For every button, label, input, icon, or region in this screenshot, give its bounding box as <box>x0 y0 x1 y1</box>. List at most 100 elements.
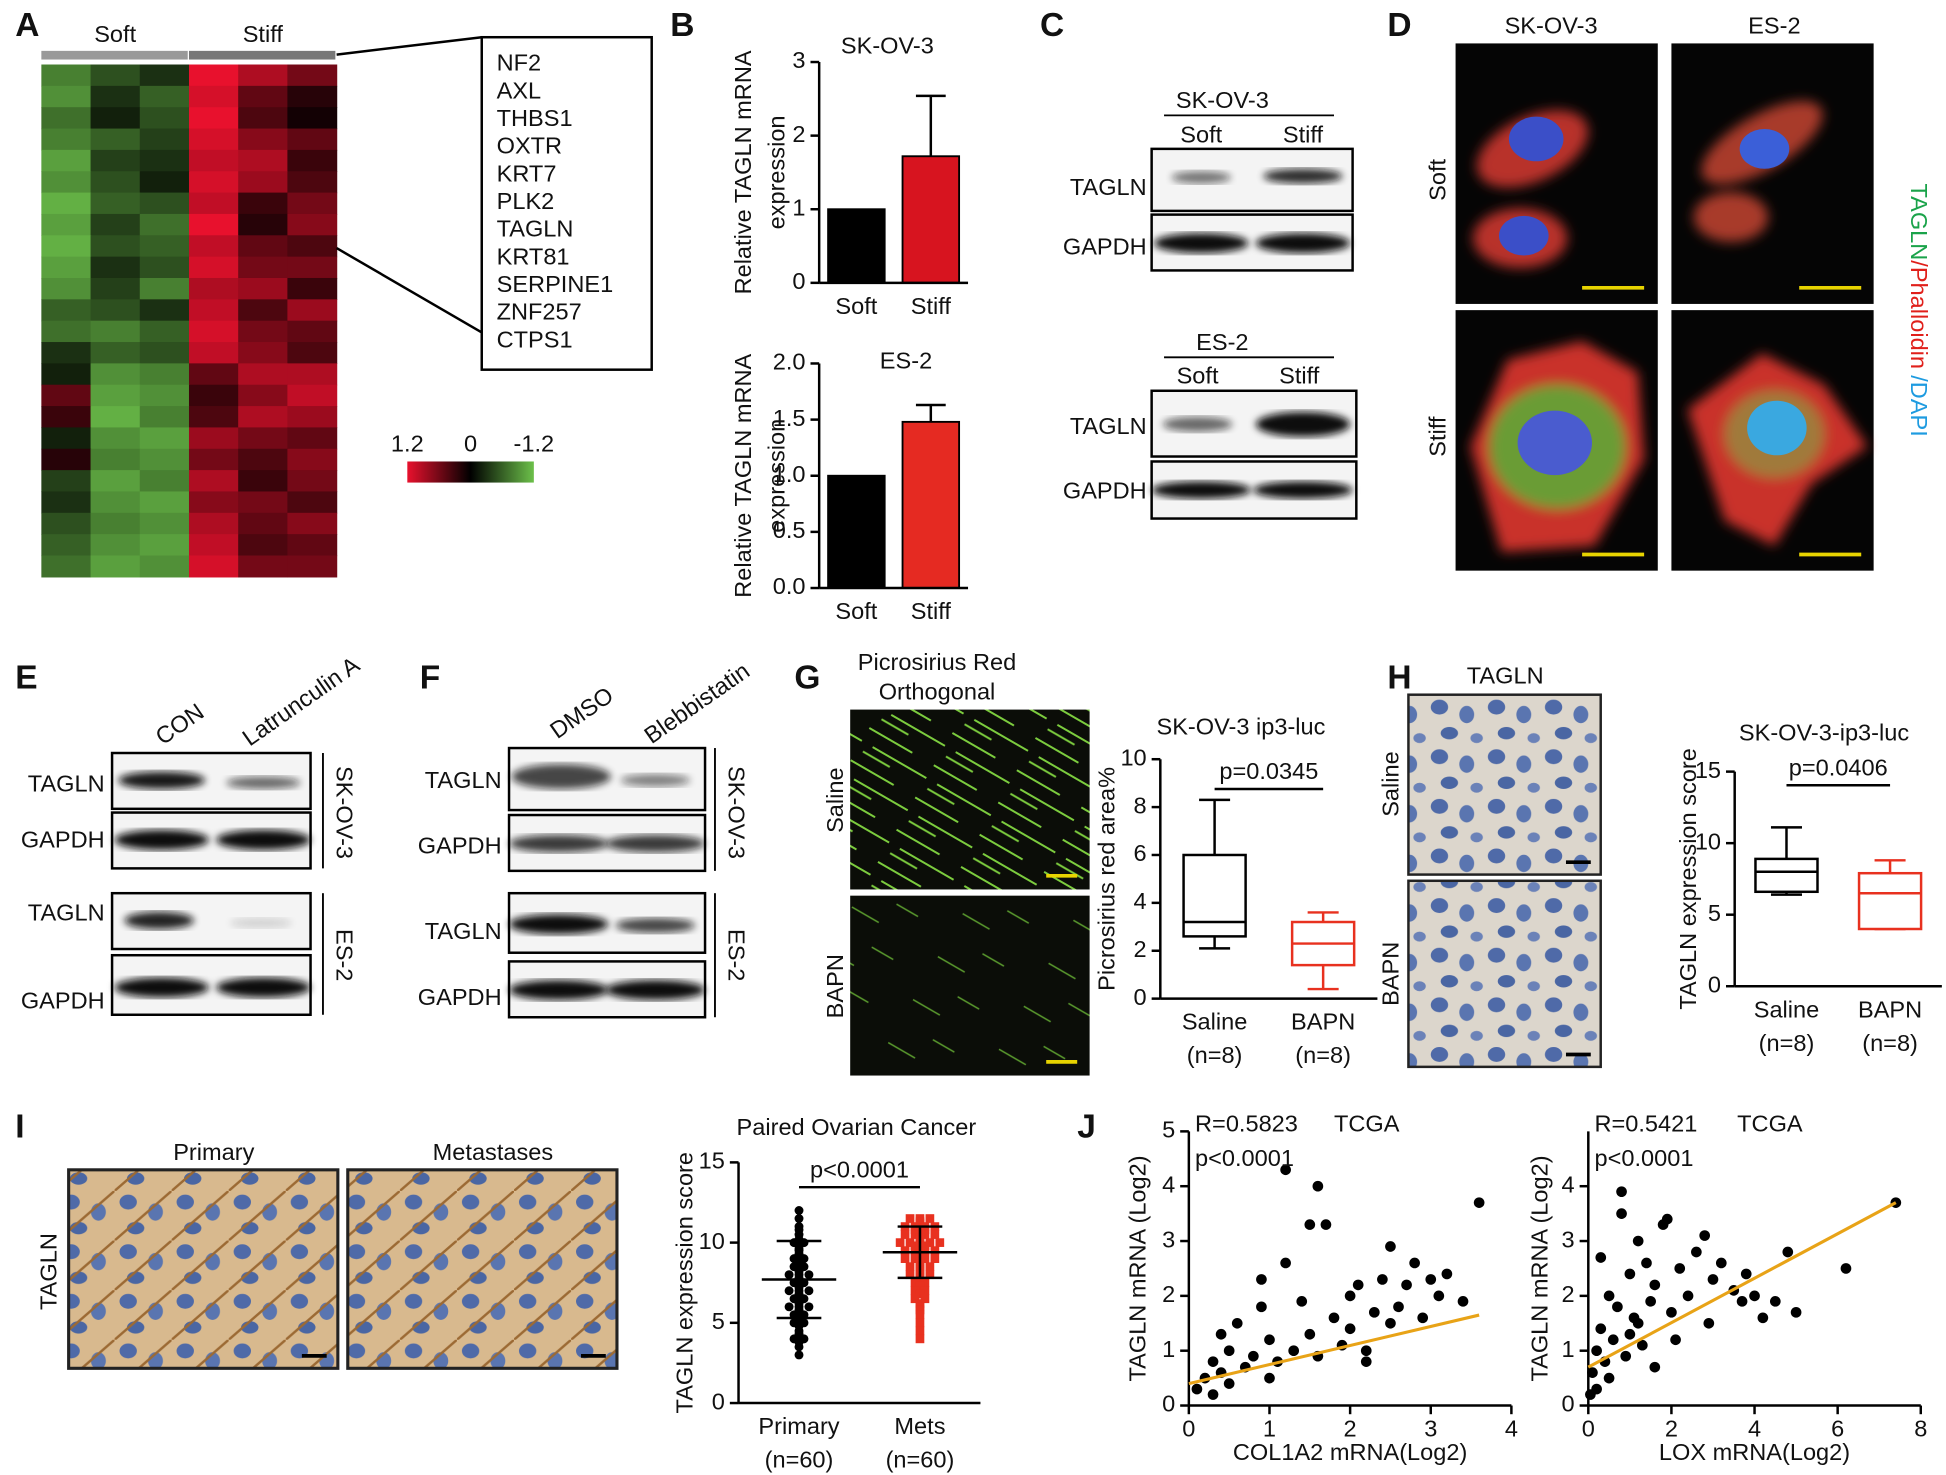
point <box>794 1214 804 1224</box>
micrograph <box>850 709 1090 890</box>
heatmap-cell <box>90 342 141 364</box>
point <box>784 1270 794 1280</box>
point <box>925 1262 935 1272</box>
heatmap-cell <box>41 384 92 407</box>
heatmap-cell <box>188 406 239 429</box>
heatmap-cell <box>287 277 338 300</box>
y-tick-label: 10 <box>1695 828 1721 854</box>
heatmap-cell <box>139 149 190 172</box>
band <box>605 834 706 853</box>
heatmap-cell <box>287 149 338 172</box>
point <box>784 1286 794 1296</box>
point <box>1352 1279 1364 1291</box>
point <box>1649 1361 1661 1373</box>
heatmap-cell <box>287 342 338 364</box>
image-title: Orthogonal <box>879 679 996 705</box>
bar <box>827 208 886 284</box>
row-label: Soft <box>1425 158 1451 200</box>
heatmap-cell <box>188 235 239 258</box>
heatmap-cell <box>139 406 190 429</box>
y-axis-label: expression <box>763 115 789 229</box>
heatmap-cell <box>41 64 92 87</box>
x-tick-label: Stiff <box>911 293 952 319</box>
heatmap-cell <box>238 299 289 322</box>
point <box>915 1219 925 1228</box>
point <box>930 1246 940 1255</box>
x-tick-label: BAPN <box>1291 1009 1355 1035</box>
point <box>1256 1274 1267 1285</box>
y-tick-label: 3 <box>1162 1226 1175 1252</box>
point <box>1682 1290 1694 1302</box>
point <box>1280 1164 1291 1176</box>
colorbar-label: -1.2 <box>514 431 555 457</box>
trend-line <box>1188 1313 1480 1386</box>
lane-label: Soft <box>1177 362 1219 388</box>
x-tick-label: Soft <box>835 293 877 319</box>
heatmap-cell <box>41 192 92 215</box>
point <box>900 1230 910 1239</box>
row-label: GAPDH <box>1063 478 1147 504</box>
panel-letter: H <box>1387 660 1411 697</box>
heatmap-cell <box>238 555 289 578</box>
point <box>910 1225 920 1235</box>
heatmap-cell <box>188 427 239 450</box>
point <box>1207 1356 1219 1367</box>
point <box>910 1286 920 1296</box>
heatmap-cell <box>41 256 92 279</box>
heatmap-cell <box>188 534 239 557</box>
panel-letter: E <box>15 660 37 697</box>
heatmap-cell <box>90 64 141 87</box>
nucleus <box>1747 400 1807 456</box>
column-label: SK-OV-3 <box>1505 13 1598 39</box>
lane-label: Soft <box>1180 122 1222 148</box>
ihc-panel: Primary Metastases TAGLN <box>35 1139 619 1370</box>
y-tick-label: 8 <box>1134 792 1147 818</box>
chart-title: ES-2 <box>880 347 932 373</box>
chart-title: SK-OV-3 ip3-luc <box>1156 713 1325 739</box>
y-tick-label: 10 <box>1120 744 1146 770</box>
y-tick-label: 6 <box>1134 840 1147 866</box>
channel: /Phalloidin <box>1906 260 1932 369</box>
heatmap-cell <box>238 470 289 493</box>
y-tick-label: 1 <box>792 194 805 220</box>
row-label: Saline <box>822 767 848 833</box>
heatmap-cell <box>287 406 338 429</box>
gene-label: PLK2 <box>497 188 555 214</box>
heatmap-cell <box>238 85 289 108</box>
point <box>1715 1257 1727 1269</box>
heatmap-cell <box>188 363 239 386</box>
heatmap-cell <box>238 107 289 130</box>
band <box>118 771 206 789</box>
group-label: ES-2 <box>724 929 750 981</box>
heatmap-cell <box>238 192 289 215</box>
row-label: TAGLN <box>425 767 502 793</box>
panel-letter: G <box>794 660 820 697</box>
micrograph <box>346 1168 619 1370</box>
point <box>1296 1296 1308 1307</box>
heatmap-cell <box>139 299 190 322</box>
panel-letter: I <box>15 1109 24 1146</box>
row-label: GAPDH <box>418 833 502 859</box>
heatmap-cell <box>287 448 338 471</box>
point <box>1661 1213 1673 1225</box>
point <box>1632 1317 1644 1329</box>
row-label: TAGLN <box>28 770 105 796</box>
band <box>114 829 209 850</box>
heatmap-cell <box>90 256 141 279</box>
row-label: TAGLN <box>425 918 502 944</box>
heatmap-cell <box>139 85 190 108</box>
heatmap-cell <box>287 555 338 578</box>
heatmap-cell <box>41 342 92 364</box>
heatmap-cell <box>139 427 190 450</box>
y-tick-label: 2 <box>1162 1281 1175 1307</box>
point <box>1344 1323 1356 1335</box>
heatmap-cell <box>139 192 190 215</box>
heatmap-cell <box>139 342 190 364</box>
point <box>910 1278 920 1288</box>
point <box>910 1241 920 1251</box>
gene-label: NF2 <box>497 50 542 76</box>
group-bar <box>41 50 188 60</box>
point <box>1591 1383 1602 1395</box>
point <box>1264 1334 1275 1346</box>
